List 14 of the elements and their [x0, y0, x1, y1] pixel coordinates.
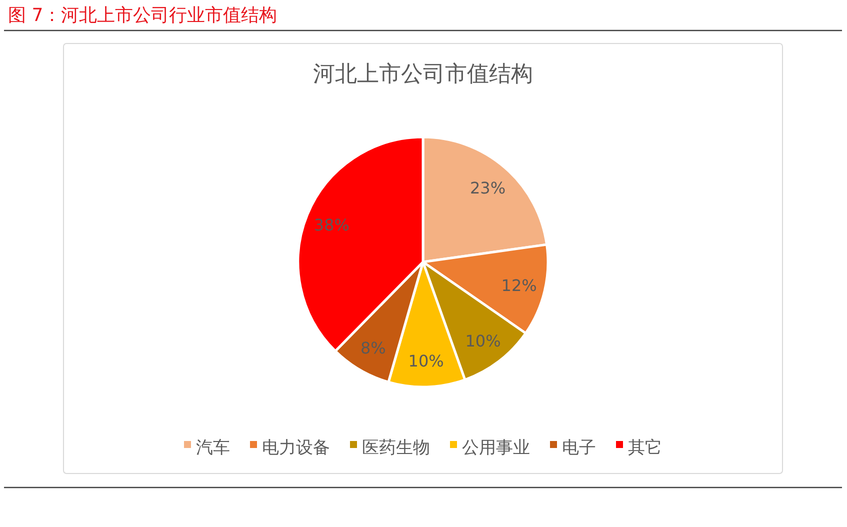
- data-label: 10%: [465, 331, 501, 350]
- legend-label: 电力设备: [262, 438, 330, 458]
- legend-label: 其它: [628, 438, 662, 458]
- data-label: 23%: [470, 178, 506, 198]
- chart-title: 河北上市公司市值结构: [313, 62, 533, 87]
- data-label: 38%: [314, 216, 350, 235]
- legend-label: 公用事业: [462, 438, 530, 458]
- data-label: 10%: [408, 352, 444, 371]
- data-label: 12%: [501, 276, 537, 295]
- legend-label: 医药生物: [362, 438, 430, 458]
- caption: 图 7：河北上市公司行业市值结构: [8, 5, 278, 26]
- data-label: 8%: [360, 338, 386, 358]
- legend-label: 汽车: [196, 438, 230, 458]
- legend-label: 电子: [562, 438, 596, 458]
